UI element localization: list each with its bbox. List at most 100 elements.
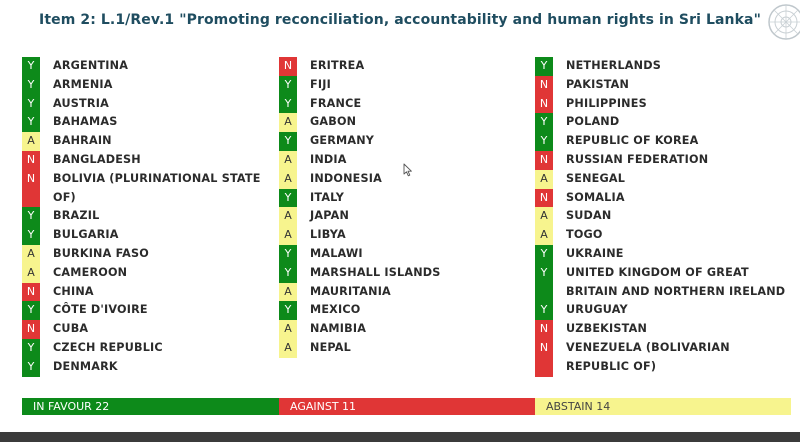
video-control-strip <box>0 432 800 442</box>
country-name: BULGARIA <box>53 228 119 242</box>
country-name: PHILIPPINES <box>566 96 647 110</box>
country-name: BURKINA FASO <box>53 246 149 260</box>
vote-badge: Y <box>279 94 297 114</box>
vote-badge: N <box>22 169 40 208</box>
vote-row: A CAMEROON <box>22 263 272 283</box>
vote-badge: A <box>535 226 553 245</box>
vote-row: Y URUGUAY <box>535 301 790 321</box>
country-name: CZECH REPUBLIC <box>53 340 163 354</box>
vote-row: Y BULGARIA <box>22 226 272 245</box>
vote-row: N PAKISTAN <box>535 75 790 95</box>
vote-badge: Y <box>279 188 297 208</box>
vote-badge: Y <box>279 132 297 151</box>
vote-badge: Y <box>22 207 40 227</box>
vote-row: N CUBA <box>22 320 272 339</box>
country-name: MAURITANIA <box>310 284 391 298</box>
vote-row: N BOLIVIA (PLURINATIONAL STATE OF) <box>22 169 272 208</box>
vote-row: Y CZECH REPUBLIC <box>22 338 272 358</box>
country-name: TOGO <box>566 228 603 242</box>
page-title: Item 2: L.1/Rev.1 "Promoting reconciliat… <box>39 12 761 28</box>
country-name: ARMENIA <box>53 77 113 91</box>
vote-row: Y UKRAINE <box>535 244 790 264</box>
vote-row: Y CÔTE D'IVOIRE <box>22 301 272 321</box>
vote-row: Y MEXICO <box>279 301 529 321</box>
country-name: SUDAN <box>566 209 612 223</box>
vote-badge: A <box>279 226 297 245</box>
vote-badge: Y <box>535 263 553 302</box>
vote-row: N RUSSIAN FEDERATION <box>535 150 790 170</box>
vote-row: N SOMALIA <box>535 188 790 208</box>
vote-badge: A <box>279 113 297 133</box>
vote-badge: Y <box>535 113 553 133</box>
vote-row: Y BRAZIL <box>22 207 272 227</box>
vote-badge: Y <box>22 113 40 133</box>
vote-badge: N <box>535 94 553 114</box>
vote-row: A BAHRAIN <box>22 132 272 151</box>
vote-row: Y DENMARK <box>22 357 272 377</box>
vote-row: Y REPUBLIC OF KOREA <box>535 132 790 151</box>
vote-row: N UZBEKISTAN <box>535 320 790 339</box>
country-name: BAHAMAS <box>53 115 118 129</box>
vote-row: Y FIJI <box>279 75 529 95</box>
country-name: CHINA <box>53 284 94 298</box>
vote-badge: Y <box>22 57 40 76</box>
vote-row: A NAMIBIA <box>279 320 529 339</box>
vote-badge: N <box>535 320 553 339</box>
country-name: NEPAL <box>310 340 351 354</box>
country-name: MALAWI <box>310 246 363 260</box>
country-name: LIBYA <box>310 228 346 242</box>
vote-badge: A <box>535 207 553 227</box>
vote-badge: A <box>279 338 297 358</box>
country-name: UZBEKISTAN <box>566 322 648 336</box>
vote-row: A INDIA <box>279 150 529 170</box>
country-name: ERITREA <box>310 59 365 72</box>
vote-row: A SUDAN <box>535 207 790 227</box>
country-name: ITALY <box>310 190 345 204</box>
vote-row: Y NETHERLANDS <box>535 57 790 76</box>
country-name: SOMALIA <box>566 190 625 204</box>
country-name: VENEZUELA (BOLIVARIAN REPUBLIC OF) <box>566 340 730 373</box>
country-name: GERMANY <box>310 134 375 148</box>
vote-badge: Y <box>279 263 297 283</box>
vote-badge: Y <box>22 94 40 114</box>
vote-badge: Y <box>279 244 297 264</box>
vote-column-1: Y ARGENTINA Y ARMENIA Y AUSTRIA Y BAHAMAS A BAHRA… <box>22 57 272 377</box>
vote-badge: A <box>279 320 297 339</box>
against-total: AGAINST 11 <box>279 398 535 415</box>
country-name: POLAND <box>566 115 620 129</box>
vote-row: Y UNITED KINGDOM OF GREAT BRITAIN AND NOR… <box>535 263 790 302</box>
vote-badge: Y <box>22 357 40 377</box>
vote-badge: Y <box>279 75 297 95</box>
vote-row: Y MARSHALL ISLANDS <box>279 263 529 283</box>
vote-badge: N <box>535 150 553 170</box>
country-name: UKRAINE <box>566 246 624 260</box>
vote-column-2: N ERITREA Y FIJI Y FRANCE A GABON Y GERMANY A INDIA… <box>279 57 529 358</box>
vote-column-3: Y NETHERLANDS N PAKISTAN N PHILIPPINES Y POLAND… <box>535 57 790 377</box>
vote-badge: N <box>22 282 40 302</box>
vote-badge: A <box>279 169 297 189</box>
vote-badge: A <box>279 150 297 170</box>
country-name: BAHRAIN <box>53 134 112 148</box>
vote-badge: N <box>535 338 553 377</box>
screen: Item 2: L.1/Rev.1 "Promoting reconciliat… <box>0 0 800 432</box>
country-name: CUBA <box>53 322 89 336</box>
country-name: CÔTE D'IVOIRE <box>53 303 148 317</box>
country-name: SENEGAL <box>566 171 626 185</box>
vote-row: A INDONESIA <box>279 169 529 189</box>
vote-row: Y BAHAMAS <box>22 113 272 133</box>
country-name: REPUBLIC OF KOREA <box>566 134 699 148</box>
vote-row: N PHILIPPINES <box>535 94 790 114</box>
vote-badge: Y <box>22 226 40 245</box>
vote-totals-bar: IN FAVOUR 22 AGAINST 11 ABSTAIN 14 <box>22 398 791 415</box>
country-name: RUSSIAN FEDERATION <box>566 152 709 166</box>
vote-badge: N <box>279 57 297 76</box>
vote-row: N VENEZUELA (BOLIVARIAN REPUBLIC OF) <box>535 338 790 377</box>
vote-badge: Y <box>279 301 297 321</box>
vote-row: Y POLAND <box>535 113 790 133</box>
country-name: INDONESIA <box>310 171 383 185</box>
in-favour-total: IN FAVOUR 22 <box>22 398 279 415</box>
country-name: URUGUAY <box>566 303 628 317</box>
country-name: FIJI <box>310 77 331 91</box>
vote-row: N BANGLADESH <box>22 150 272 170</box>
vote-badge: A <box>535 169 553 189</box>
